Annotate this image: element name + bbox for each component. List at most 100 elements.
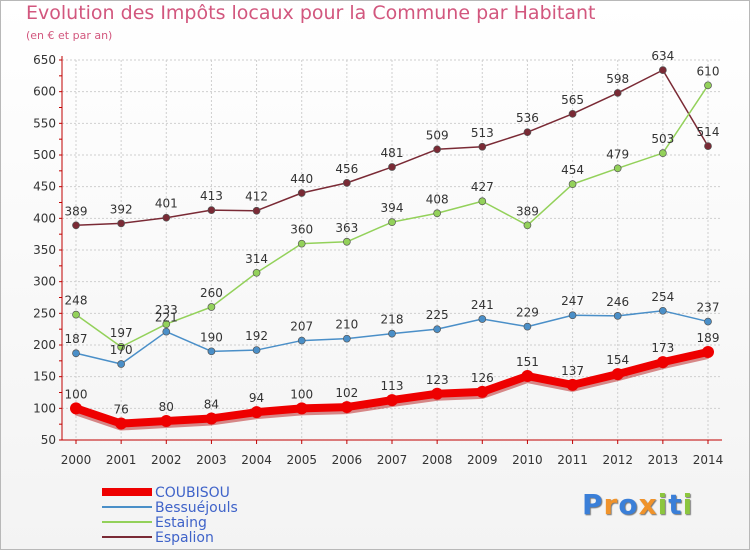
y-tick-label: 600: [33, 85, 56, 99]
point-bessuejouls: [523, 322, 532, 331]
point-bessuejouls: [388, 329, 396, 338]
point-coubisou: [205, 412, 218, 425]
data-label-espalion: 634: [651, 49, 674, 63]
legend-label-espalion: Espalion: [155, 530, 214, 546]
x-tick-label: 2007: [377, 453, 408, 467]
data-label-bessuejouls: 170: [110, 343, 133, 357]
data-label-bessuejouls: 246: [606, 295, 629, 309]
data-label-estaing: 360: [290, 223, 313, 237]
point-espalion: [478, 142, 487, 151]
legend-label-bessuejouls: Bessuéjouls: [155, 500, 238, 516]
data-label-espalion: 513: [471, 126, 494, 140]
data-label-bessuejouls: 247: [561, 294, 584, 308]
data-label-espalion: 392: [110, 202, 133, 216]
data-label-espalion: 456: [335, 162, 358, 176]
y-tick-label: 450: [33, 180, 56, 194]
logo-letter: o: [618, 488, 639, 521]
data-label-bessuejouls: 190: [200, 330, 223, 344]
point-estaing: [523, 221, 532, 230]
data-label-espalion: 509: [426, 128, 449, 142]
x-tick-label: 2004: [241, 453, 272, 467]
point-coubisou: [250, 406, 263, 419]
point-espalion: [343, 179, 351, 187]
data-label-espalion: 481: [381, 146, 404, 160]
point-estaing: [659, 149, 667, 157]
point-bessuejouls: [704, 317, 712, 326]
point-estaing: [297, 239, 306, 248]
data-label-estaing: 248: [65, 294, 88, 308]
x-tick-label: 2005: [286, 453, 317, 467]
data-label-estaing: 389: [516, 204, 539, 218]
y-tick-label: 400: [33, 211, 56, 225]
point-bessuejouls: [117, 360, 125, 368]
data-label-estaing: 233: [155, 303, 178, 317]
point-coubisou: [566, 378, 579, 391]
point-espalion: [72, 221, 80, 230]
data-label-espalion: 412: [245, 190, 268, 204]
data-label-coubisou: 80: [159, 400, 174, 414]
point-espalion: [523, 128, 532, 137]
point-coubisou: [611, 368, 624, 381]
y-tick-label: 100: [33, 401, 56, 415]
data-label-coubisou: 100: [65, 387, 88, 401]
point-estaing: [207, 303, 216, 311]
data-label-bessuejouls: 192: [245, 329, 268, 343]
point-coubisou: [521, 370, 534, 383]
point-espalion: [297, 189, 306, 197]
point-bessuejouls: [252, 346, 261, 354]
data-label-bessuejouls: 187: [65, 332, 88, 346]
data-label-bessuejouls: 225: [426, 308, 449, 322]
point-bessuejouls: [343, 334, 351, 343]
data-label-bessuejouls: 229: [516, 306, 539, 320]
point-bessuejouls: [207, 347, 216, 356]
data-label-coubisou: 154: [606, 353, 629, 367]
point-bessuejouls: [297, 336, 306, 345]
point-coubisou: [702, 345, 714, 358]
x-tick-label: 2001: [106, 453, 137, 467]
data-label-estaing: 479: [606, 147, 629, 161]
y-tick-label: 50: [41, 433, 56, 447]
grid-lines: [62, 59, 722, 440]
logo-letter: t: [668, 488, 683, 521]
data-label-coubisou: 113: [381, 379, 404, 393]
point-espalion: [162, 213, 171, 222]
point-coubisou: [386, 394, 398, 407]
data-label-espalion: 440: [290, 172, 313, 186]
x-tick-label: 2011: [557, 453, 588, 467]
data-label-bessuejouls: 221: [155, 311, 178, 325]
point-espalion: [433, 145, 441, 154]
point-bessuejouls: [162, 327, 171, 336]
x-tick-label: 2014: [693, 453, 724, 467]
data-label-coubisou: 102: [335, 386, 358, 400]
logo-letter: P: [582, 488, 604, 521]
point-espalion: [117, 219, 125, 228]
chart-subtitle: (en € et par an): [26, 29, 113, 42]
point-coubisou: [340, 401, 353, 414]
point-bessuejouls: [433, 325, 441, 334]
point-estaing: [433, 209, 441, 218]
point-bessuejouls: [613, 312, 622, 320]
x-tick-label: 2013: [648, 453, 679, 467]
logo-letter: i: [682, 488, 694, 521]
point-estaing: [117, 343, 125, 351]
x-tick-label: 2002: [151, 453, 182, 467]
x-tick-label: 2000: [61, 453, 92, 467]
point-coubisou: [295, 402, 308, 415]
logo-letter: i: [657, 488, 669, 521]
data-label-espalion: 514: [697, 125, 720, 139]
series-layer: [70, 66, 714, 431]
data-label-bessuejouls: 254: [651, 290, 674, 304]
point-estaing: [478, 197, 487, 206]
data-label-estaing: 503: [651, 132, 674, 146]
y-tick-label: 200: [33, 338, 56, 352]
point-coubisou: [160, 415, 173, 427]
logo-letter: r: [603, 488, 619, 521]
point-espalion: [613, 89, 622, 97]
data-label-estaing: 314: [245, 252, 268, 266]
data-label-bessuejouls: 210: [335, 318, 358, 332]
proxiti-logo: Proxiti: [582, 488, 693, 521]
logo-letter: x: [638, 488, 658, 521]
data-label-bessuejouls: 241: [471, 298, 494, 312]
data-label-estaing: 610: [697, 64, 720, 78]
